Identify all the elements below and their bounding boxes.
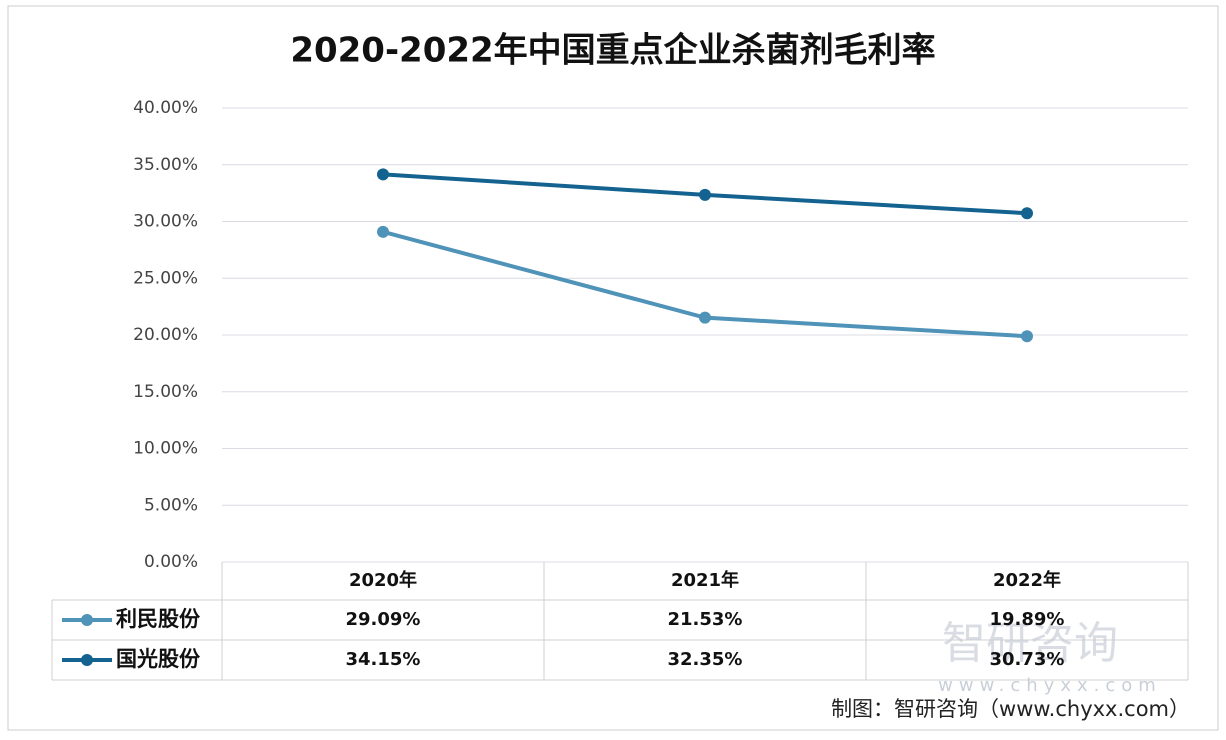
watermark: 智研咨询 (942, 618, 1118, 669)
legend-label: 国光股份 (116, 647, 201, 671)
y-tick-label: 0.00% (144, 552, 198, 572)
point (377, 225, 389, 238)
legend-marker (81, 614, 93, 626)
point (699, 188, 711, 201)
point (1021, 207, 1033, 220)
y-tick-label: 5.00% (144, 495, 198, 515)
watermark-url: www.chyxx.com (938, 675, 1162, 696)
y-tick-label: 20.00% (133, 325, 198, 345)
y-tick-label: 30.00% (133, 212, 198, 232)
x-tick-label: 2021年 (671, 569, 739, 591)
y-tick-label: 10.00% (133, 439, 198, 459)
legend-marker (81, 654, 93, 666)
table-borders (51, 562, 1189, 681)
chart-title: 2020-2022年中国重点企业杀菌剂毛利率 (290, 31, 935, 71)
table-value: 32.35% (668, 649, 743, 670)
x-tick-label: 2020年 (349, 569, 417, 591)
y-tick-label: 40.00% (133, 98, 198, 118)
table-value: 21.53% (668, 609, 743, 630)
point (699, 311, 711, 324)
y-tick-label: 35.00% (133, 155, 198, 175)
legend-label: 利民股份 (116, 607, 201, 631)
table-value: 29.09% (346, 609, 421, 630)
table-value: 34.15% (346, 649, 421, 670)
source: 制图：智研咨询（www.chyxx.com） (831, 697, 1190, 721)
point (377, 168, 389, 181)
x-tick-label: 2022年 (993, 569, 1061, 591)
table-value: 30.73% (990, 649, 1065, 670)
point (1021, 330, 1033, 343)
frame (7, 5, 1219, 731)
y-tick-label: 15.00% (133, 382, 198, 402)
table-value: 19.89% (990, 609, 1065, 630)
y-tick-label: 25.00% (133, 268, 198, 288)
